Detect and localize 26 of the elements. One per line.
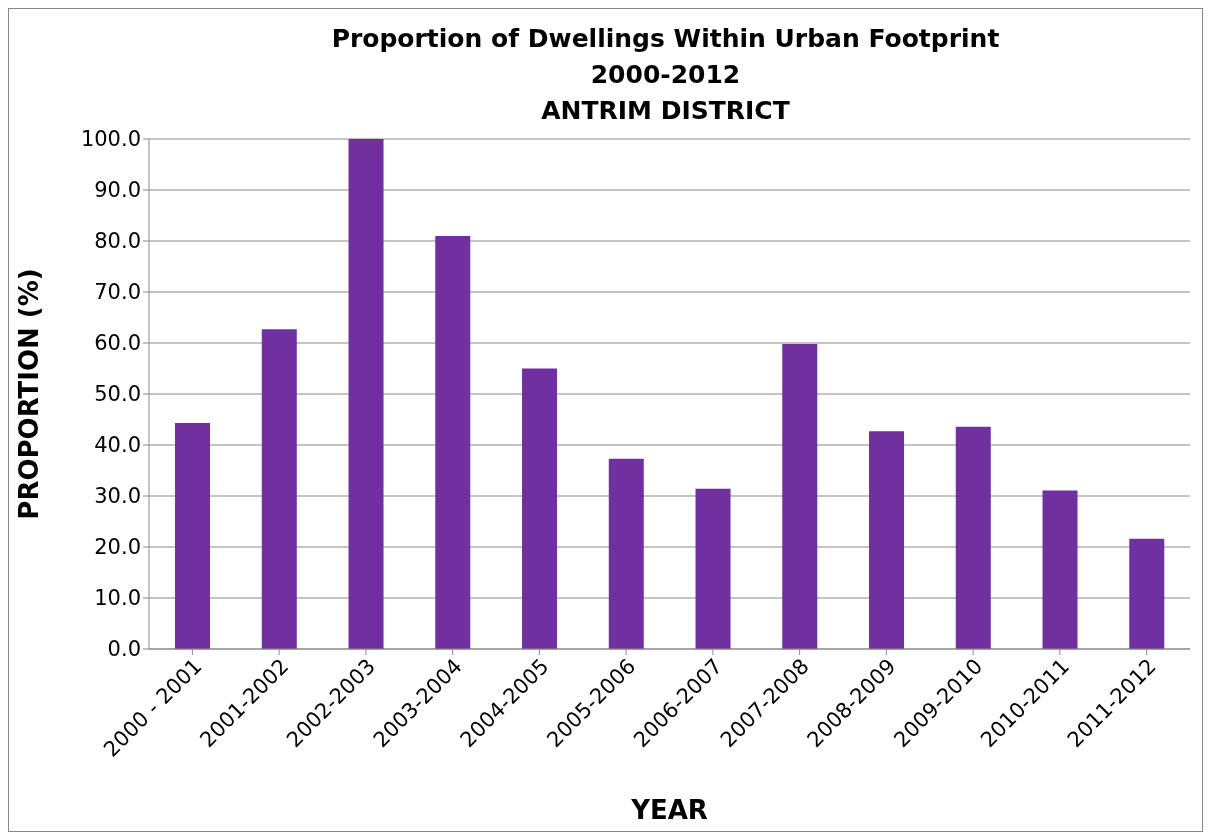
bar [782,344,818,649]
bar [1042,490,1078,649]
y-tick-label: 20.0 [94,535,141,560]
bar [1129,538,1165,649]
bar [955,426,991,649]
y-tick-label: 60.0 [94,331,141,356]
y-tick-label: 50.0 [94,382,141,407]
y-tick-label: 80.0 [94,229,141,254]
y-tick-label: 70.0 [94,280,141,305]
bar [695,488,731,649]
bar [608,458,644,649]
y-tick-label: 40.0 [94,433,141,458]
y-tick-label: 10.0 [94,586,141,611]
y-tick-label: 90.0 [94,178,141,203]
bar [869,431,905,649]
y-tick-label: 100.0 [80,127,141,152]
x-axis-title: YEAR [630,795,708,825]
bar [522,368,558,649]
bar [435,235,471,649]
y-axis-title: PROPORTION (%) [14,268,45,520]
bar [261,329,297,649]
y-tick-label: 30.0 [94,484,141,509]
bar [175,423,211,649]
bar [348,139,384,649]
y-tick-label: 0.0 [107,637,141,662]
chart-title: Proportion of Dwellings Within Urban Footprint 2000-2012 ANTRIM DISTRICT [330,23,1001,127]
